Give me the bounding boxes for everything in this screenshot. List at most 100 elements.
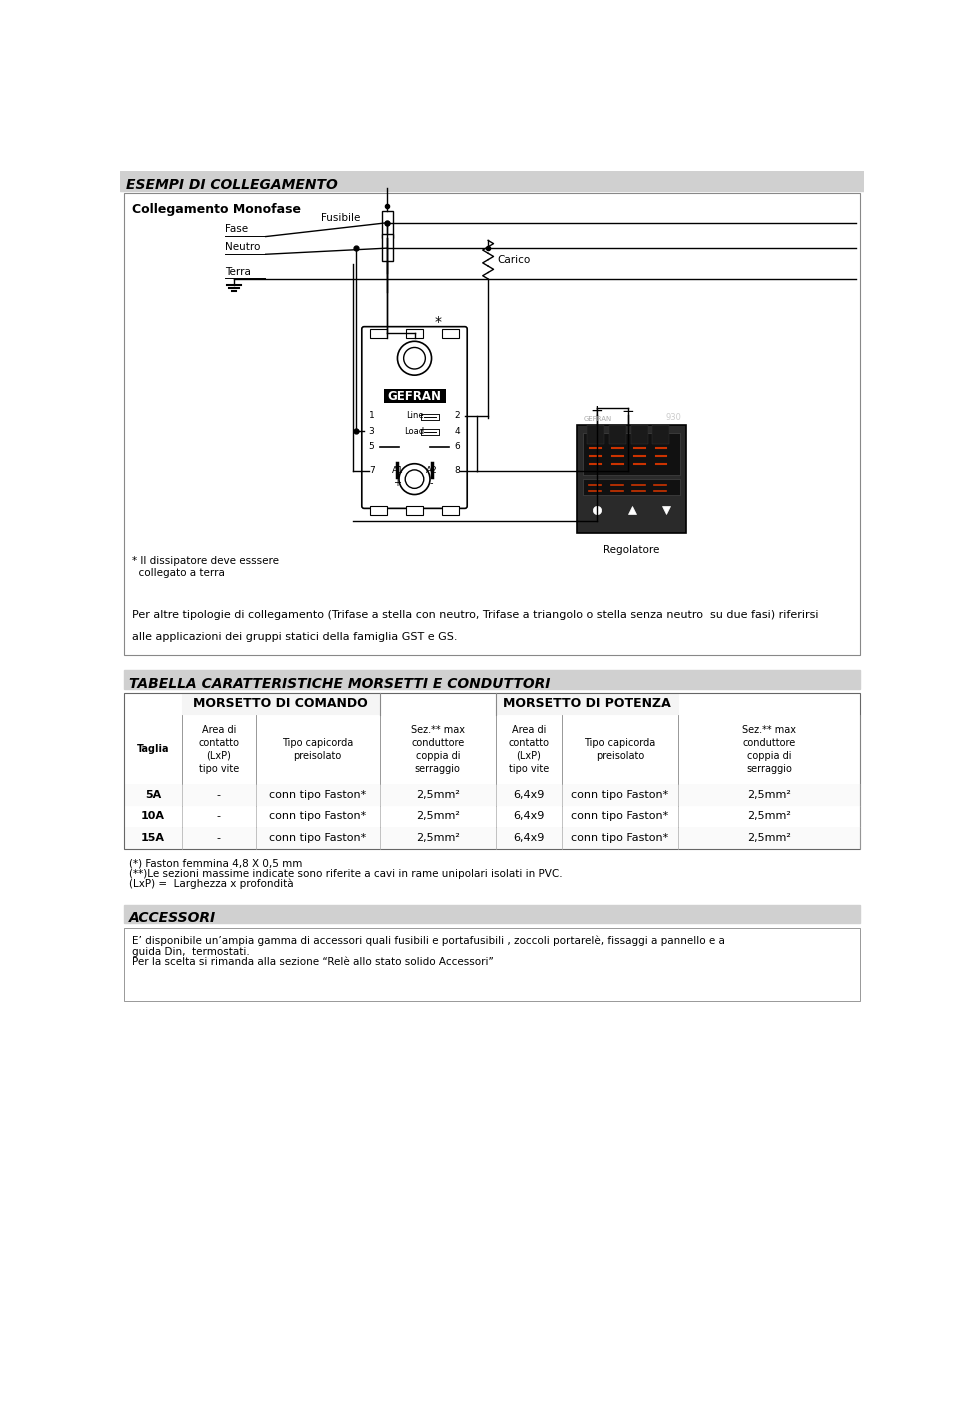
Text: Sez.** max
conduttore
coppia di
serraggio: Sez.** max conduttore coppia di serraggi… [411, 724, 465, 774]
Bar [382, 234, 393, 261]
Bar [653, 425, 669, 445]
Text: MORSETTO DI COMANDO: MORSETTO DI COMANDO [193, 697, 369, 710]
Circle shape [403, 348, 425, 369]
Text: collegato a terra: collegato a terra [132, 568, 225, 578]
Text: Collegamento Monofase: Collegamento Monofase [132, 204, 300, 217]
Text: +: + [590, 404, 603, 419]
Text: 2: 2 [455, 412, 460, 421]
Text: 2,5mm²: 2,5mm² [747, 811, 791, 821]
Text: guida Din,  termostati.: guida Din, termostati. [132, 947, 250, 957]
Text: conn tipo Faston*: conn tipo Faston* [571, 811, 668, 821]
Text: -: - [430, 478, 433, 488]
Text: Per la scelta si rimanda alla sezione “Relè allo stato solido Accessori”: Per la scelta si rimanda alla sezione “R… [132, 957, 493, 967]
Text: 2,5mm²: 2,5mm² [416, 833, 460, 843]
Text: Neutro: Neutro [225, 242, 260, 252]
Bar [371, 506, 388, 515]
Text: conn tipo Faston*: conn tipo Faston* [269, 833, 367, 843]
Bar [584, 479, 680, 495]
Text: Load: Load [404, 426, 424, 436]
Text: 5: 5 [369, 442, 374, 451]
Bar [383, 389, 445, 404]
Text: ACCESSORI: ACCESSORI [130, 911, 216, 925]
Text: 6,4x9: 6,4x9 [514, 790, 544, 800]
Bar [124, 693, 860, 848]
Bar [631, 425, 648, 445]
Text: GEFRAN: GEFRAN [388, 391, 442, 404]
Bar [442, 506, 459, 515]
Bar [124, 784, 860, 806]
Bar [588, 425, 605, 445]
Text: Tipo capicorda
preisolato: Tipo capicorda preisolato [585, 737, 656, 761]
Bar [124, 193, 860, 655]
Text: 7: 7 [369, 466, 374, 475]
Text: 1: 1 [369, 412, 374, 421]
Text: −: − [621, 404, 634, 419]
Text: 8: 8 [454, 466, 460, 475]
Text: (*) Faston femmina 4,8 X 0,5 mm: (*) Faston femmina 4,8 X 0,5 mm [130, 858, 302, 868]
Bar [420, 429, 440, 435]
Bar [124, 827, 860, 848]
Text: 4: 4 [455, 426, 460, 436]
Text: MORSETTO DI POTENZA: MORSETTO DI POTENZA [503, 697, 671, 710]
Text: 2,5mm²: 2,5mm² [747, 790, 791, 800]
Text: (LxP) =  Larghezza x profondità: (LxP) = Larghezza x profondità [130, 878, 294, 890]
Text: 2,5mm²: 2,5mm² [747, 833, 791, 843]
Text: 6,4x9: 6,4x9 [514, 833, 544, 843]
Text: (**)Le sezioni massime indicate sono riferite a cavi in rame unipolari isolati i: (**)Le sezioni massime indicate sono rif… [130, 868, 563, 878]
FancyBboxPatch shape [362, 327, 468, 509]
Bar [124, 806, 860, 827]
Text: Carico: Carico [497, 255, 531, 265]
Text: 10A: 10A [141, 811, 165, 821]
Bar [382, 211, 393, 238]
Text: -: - [217, 833, 221, 843]
Text: -: - [217, 790, 221, 800]
Bar [124, 928, 860, 1001]
Text: A2: A2 [425, 466, 438, 475]
Text: ESEMPI DI COLLEGAMENTO: ESEMPI DI COLLEGAMENTO [126, 178, 338, 193]
Circle shape [397, 341, 432, 375]
Bar [124, 714, 860, 784]
Text: A1: A1 [392, 466, 403, 475]
Text: Sez.** max
conduttore
coppia di
serraggio: Sez.** max conduttore coppia di serraggi… [742, 724, 796, 774]
Bar [182, 693, 379, 714]
Text: -: - [217, 811, 221, 821]
Circle shape [399, 463, 430, 495]
Bar [420, 414, 440, 419]
Bar [406, 329, 423, 338]
Text: Tipo capicorda
preisolato: Tipo capicorda preisolato [282, 737, 353, 761]
Text: Fase: Fase [225, 224, 248, 234]
Bar [124, 906, 860, 924]
Text: 5A: 5A [145, 790, 161, 800]
Text: Area di
contatto
(LxP)
tipo vite: Area di contatto (LxP) tipo vite [199, 724, 239, 774]
Text: conn tipo Faston*: conn tipo Faston* [269, 790, 367, 800]
Text: conn tipo Faston*: conn tipo Faston* [571, 790, 668, 800]
Text: Taglia: Taglia [136, 744, 169, 754]
Text: +: + [394, 478, 401, 488]
Bar [442, 329, 459, 338]
Text: 15A: 15A [141, 833, 165, 843]
Bar [584, 434, 680, 475]
Text: conn tipo Faston*: conn tipo Faston* [269, 811, 367, 821]
Text: Fusibile: Fusibile [321, 212, 360, 222]
Text: 6: 6 [454, 442, 460, 451]
Text: TABELLA CARATTERISTICHE MORSETTI E CONDUTTORI: TABELLA CARATTERISTICHE MORSETTI E CONDU… [130, 677, 551, 692]
Bar [124, 693, 860, 714]
Bar [371, 329, 388, 338]
Text: Per altre tipologie di collegamento (Trifase a stella con neutro, Trifase a tria: Per altre tipologie di collegamento (Tri… [132, 610, 818, 620]
Bar [420, 414, 440, 419]
Text: Terra: Terra [225, 267, 251, 277]
Text: 2,5mm²: 2,5mm² [416, 790, 460, 800]
Bar [120, 171, 864, 191]
Bar [577, 425, 685, 533]
Text: 2,5mm²: 2,5mm² [416, 811, 460, 821]
Bar [496, 693, 678, 714]
Text: * Il dissipatore deve esssere: * Il dissipatore deve esssere [132, 556, 278, 566]
Text: 6,4x9: 6,4x9 [514, 811, 544, 821]
Bar [124, 670, 860, 689]
Text: Area di
contatto
(LxP)
tipo vite: Area di contatto (LxP) tipo vite [508, 724, 549, 774]
Circle shape [405, 471, 423, 488]
Bar [406, 506, 423, 515]
Text: 3: 3 [369, 426, 374, 436]
Text: conn tipo Faston*: conn tipo Faston* [571, 833, 668, 843]
Text: GEFRAN: GEFRAN [584, 416, 612, 422]
